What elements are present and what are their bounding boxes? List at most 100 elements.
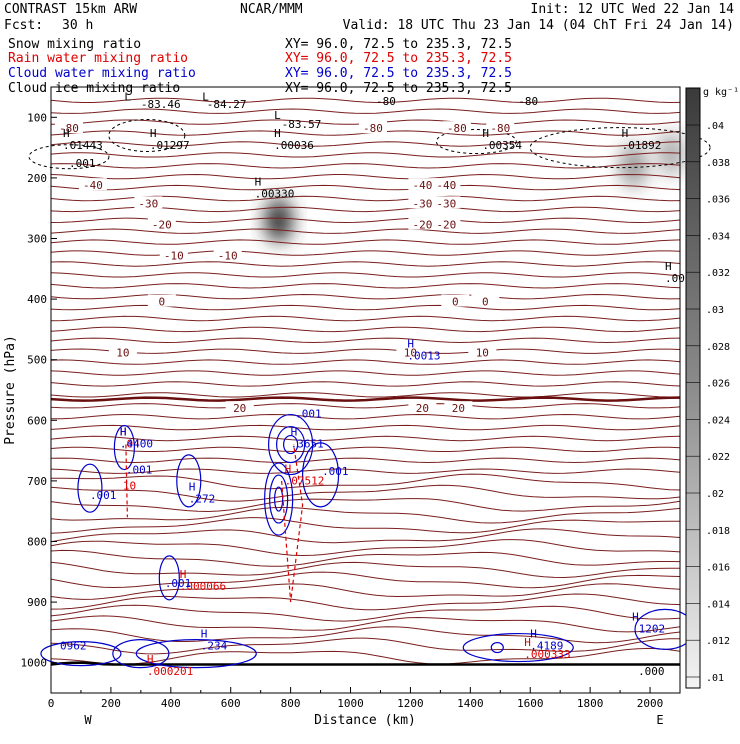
cloud-ice-contour: [108, 118, 186, 152]
isotherm-label: -30: [412, 197, 432, 210]
isotherm-label: 0: [159, 296, 166, 309]
contour-extra-label: .001: [126, 464, 153, 477]
cloud-water-contour: [301, 442, 340, 508]
x-axis: 0 200 400 600 800 1000 1200 1400 1600 1800 2000: [48, 687, 664, 710]
isotherm-line: [50, 195, 681, 202]
field-xy-snow: XY= 96.0, 72.5 to 235.3, 72.5: [285, 37, 512, 52]
x-axis-title: Distance (km): [314, 713, 416, 728]
field-label-cloud-water: Cloud water mixing ratio: [8, 66, 196, 81]
fcst-value: 30 h: [62, 18, 93, 33]
contour-extra-label: .000: [638, 665, 665, 678]
isotherm-line: [50, 498, 681, 513]
isotherm-line: [50, 435, 681, 442]
field-xy-cloud-water: XY= 96.0, 72.5 to 235.3, 72.5: [285, 66, 512, 81]
isotherm-line: [50, 108, 681, 114]
colorbar-tick-label: .026: [706, 379, 730, 390]
isotherm-label: 0: [452, 296, 459, 309]
isotherm-line: [50, 326, 681, 333]
colorbar-tick-label: .012: [706, 636, 730, 647]
x-tick-label: 0: [48, 697, 55, 710]
isotherm-label: -80: [490, 122, 510, 135]
y-tick-label: 300: [27, 233, 47, 246]
rain-contour: [125, 444, 128, 518]
cloud-water-contour: [490, 641, 504, 654]
colorbar-tick-label: .028: [706, 342, 730, 353]
isotherm-label: -40: [412, 179, 432, 192]
isotherm-line: [50, 626, 681, 644]
isotherm-label-bg: [78, 178, 107, 191]
isotherm-label-bg: [358, 121, 387, 134]
y-tick-label: 400: [27, 293, 47, 306]
high-marker: H: [120, 426, 127, 439]
high-value: .000201: [147, 665, 193, 678]
high-value: .00036: [274, 139, 314, 152]
y-tick-label: 100: [27, 111, 47, 124]
isotherm-line: [50, 228, 681, 234]
isotherm-line: [50, 337, 681, 344]
isotherm-line: [50, 348, 681, 354]
isotherm-label: 10: [476, 346, 489, 359]
isotherm-label: -20: [152, 219, 172, 232]
org-label: NCAR/MMM: [240, 2, 303, 17]
contour-extra-label: -80: [376, 95, 396, 108]
high-marker: H: [274, 127, 281, 140]
isotherm-line: [50, 604, 681, 622]
cloud-water-contour: [77, 463, 103, 513]
y-tick-label: 600: [27, 414, 47, 427]
high-marker: H: [622, 127, 629, 140]
isotherm-line: [50, 593, 681, 611]
x-tick-label: 200: [101, 697, 121, 710]
init-time: Init: 12 UTC Wed 22 Jan 14: [531, 2, 735, 17]
isotherm-line: [50, 561, 681, 579]
isotherm-label-bg: [408, 217, 437, 230]
colorbar-tick-label: .014: [706, 599, 730, 610]
isotherm-line: [50, 141, 681, 147]
cloud-ice-contour: [435, 129, 517, 155]
cloud-water-contour: [158, 555, 180, 601]
colorbar-tick-label: .01: [706, 673, 724, 684]
isotherm-label-bg: [471, 294, 500, 307]
isotherm-line: [50, 250, 681, 256]
isotherm-line: [50, 517, 681, 534]
contour-extra-label: 10: [123, 479, 136, 492]
contour-extra-label: 0962: [60, 639, 87, 652]
isotherm-line: [50, 484, 681, 502]
isotherm-label: -20: [412, 219, 432, 232]
contour-extra-label: -80: [518, 95, 538, 108]
y-tick-label: 200: [27, 172, 47, 185]
isotherm-line: [50, 304, 681, 311]
cloud-water-contour: [113, 424, 135, 471]
colorbar-tick-label: .036: [706, 195, 730, 206]
high-value: .4189: [530, 639, 563, 652]
isotherm-line: [50, 370, 681, 376]
isotherm-label: 10: [116, 346, 129, 359]
model-title: CONTRAST 15km ARW: [4, 2, 137, 17]
colorbar-unit: g kg⁻¹: [703, 87, 739, 98]
isotherm-label-bg: [396, 345, 425, 358]
isotherm-line: [50, 392, 681, 398]
isotherm-line: [50, 528, 681, 544]
cloud-water-contour: [274, 486, 284, 512]
isotherm-line: [50, 217, 681, 224]
high-value: .272: [189, 493, 216, 506]
isotherm-line: [50, 539, 681, 557]
isotherm-label: -80: [447, 122, 467, 135]
fcst-label: Fcst:: [4, 18, 43, 33]
high-value: .000: [665, 272, 692, 285]
isotherm-label: -40: [436, 179, 456, 192]
field-label-rain: Rain water mixing ratio: [8, 51, 188, 66]
isotherm-label: -30: [436, 197, 456, 210]
y-tick-label: 1000: [21, 657, 48, 670]
x-tick-label: 1000: [337, 697, 364, 710]
high-value: .04: [120, 438, 140, 451]
high-marker: H: [150, 127, 157, 140]
isotherm-label-bg: [432, 196, 461, 209]
x-tick-label: 2000: [637, 697, 664, 710]
isotherm-label: -40: [83, 179, 103, 192]
isotherm-label: -10: [218, 249, 238, 262]
zero-isotherm: [50, 396, 681, 402]
isotherm-label-bg: [147, 217, 176, 230]
isotherm-label-bg: [147, 294, 176, 307]
